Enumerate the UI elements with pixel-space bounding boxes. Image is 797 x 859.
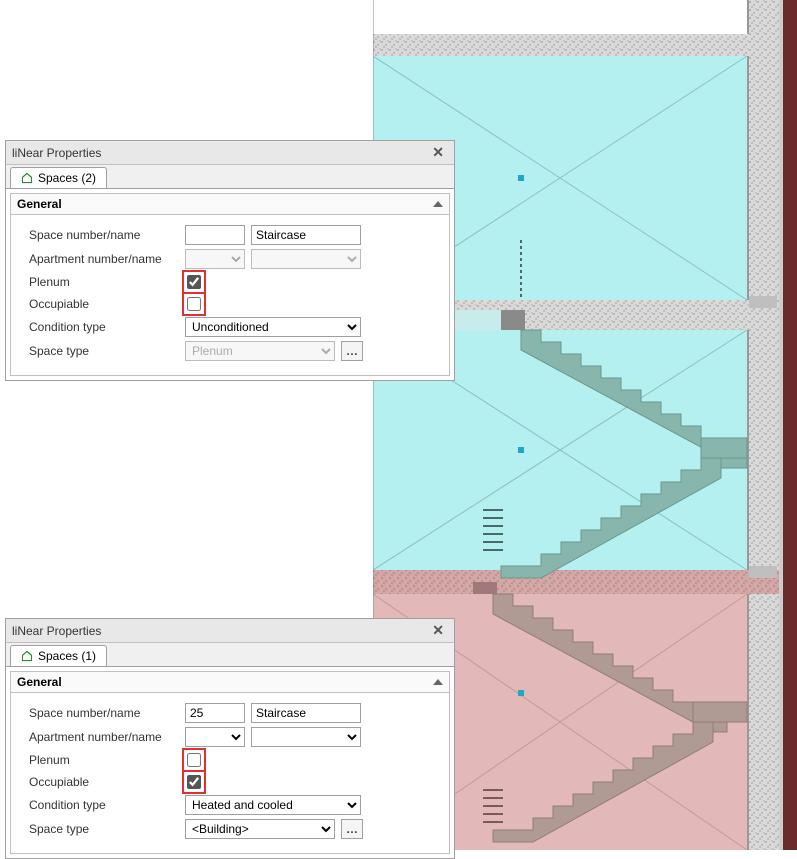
label-space-type: Space type [29, 344, 179, 358]
label-apartment-number-name: Apartment number/name [29, 730, 179, 744]
properties-panel-lower: liNear Properties ✕ Spaces (1) General S… [5, 618, 455, 859]
space-number-input[interactable] [185, 225, 245, 245]
occupiable-checkbox-highlight [185, 295, 203, 313]
space-type-browse-button[interactable]: … [341, 341, 363, 361]
space-name-input[interactable] [251, 703, 361, 723]
section-title: General [17, 197, 62, 211]
condition-type-select[interactable]: Heated and cooled [185, 795, 361, 815]
close-icon[interactable]: ✕ [428, 622, 448, 639]
panel-title: liNear Properties [12, 624, 101, 638]
plenum-checkbox[interactable] [187, 275, 201, 289]
plenum-checkbox[interactable] [187, 753, 201, 767]
house-icon [21, 172, 33, 184]
label-occupiable: Occupiable [29, 297, 179, 311]
panel-title: liNear Properties [12, 146, 101, 160]
apartment-number-select [185, 249, 245, 269]
tab-row: Spaces (2) [6, 165, 454, 188]
section-content: Space number/name Apartment number/name … [10, 215, 450, 376]
apartment-name-select [251, 249, 361, 269]
close-icon[interactable]: ✕ [428, 144, 448, 161]
occupiable-checkbox-highlight [185, 773, 203, 791]
label-space-number-name: Space number/name [29, 228, 179, 242]
label-plenum: Plenum [29, 753, 179, 767]
apartment-number-select[interactable] [185, 727, 245, 747]
chevron-up-icon [433, 679, 443, 685]
chevron-up-icon [433, 201, 443, 207]
label-condition-type: Condition type [29, 320, 179, 334]
space-type-browse-button[interactable]: … [341, 819, 363, 839]
plenum-checkbox-highlight [185, 273, 203, 291]
section-header-general[interactable]: General [10, 671, 450, 693]
occupiable-checkbox[interactable] [187, 297, 201, 311]
panel-titlebar: liNear Properties ✕ [6, 141, 454, 165]
space-type-select: Plenum [185, 341, 335, 361]
panel-titlebar: liNear Properties ✕ [6, 619, 454, 643]
condition-type-select[interactable]: Unconditioned [185, 317, 361, 337]
label-plenum: Plenum [29, 275, 179, 289]
apartment-name-select[interactable] [251, 727, 361, 747]
occupiable-checkbox[interactable] [187, 775, 201, 789]
panel-body: General Space number/name Apartment numb… [6, 188, 454, 380]
section-content: Space number/name Apartment number/name … [10, 693, 450, 854]
label-occupiable: Occupiable [29, 775, 179, 789]
space-name-input[interactable] [251, 225, 361, 245]
section-title: General [17, 675, 62, 689]
panel-body: General Space number/name Apartment numb… [6, 666, 454, 858]
tab-spaces[interactable]: Spaces (1) [10, 645, 107, 666]
label-apartment-number-name: Apartment number/name [29, 252, 179, 266]
space-type-select[interactable]: <Building> [185, 819, 335, 839]
properties-panel-upper: liNear Properties ✕ Spaces (2) General S… [5, 140, 455, 381]
tab-label: Spaces (2) [38, 171, 96, 185]
tab-spaces[interactable]: Spaces (2) [10, 167, 107, 188]
tab-label: Spaces (1) [38, 649, 96, 663]
label-condition-type: Condition type [29, 798, 179, 812]
section-header-general[interactable]: General [10, 193, 450, 215]
house-icon [21, 650, 33, 662]
space-number-input[interactable] [185, 703, 245, 723]
label-space-number-name: Space number/name [29, 706, 179, 720]
plenum-checkbox-highlight [185, 751, 203, 769]
tab-row: Spaces (1) [6, 643, 454, 666]
label-space-type: Space type [29, 822, 179, 836]
